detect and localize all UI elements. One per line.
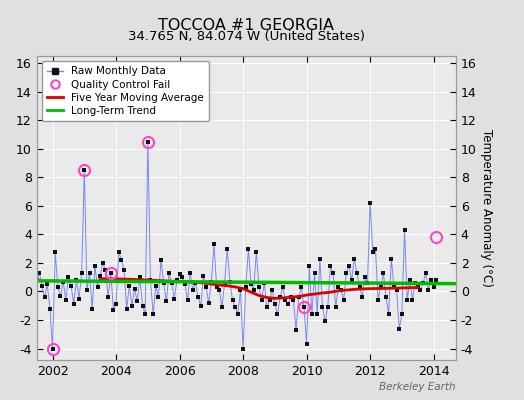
- Text: TOCCOA #1 GEORGIA: TOCCOA #1 GEORGIA: [158, 18, 334, 33]
- Legend: Raw Monthly Data, Quality Control Fail, Five Year Moving Average, Long-Term Tren: Raw Monthly Data, Quality Control Fail, …: [42, 61, 209, 121]
- Text: Berkeley Earth: Berkeley Earth: [379, 382, 456, 392]
- Y-axis label: Temperature Anomaly (°C): Temperature Anomaly (°C): [481, 129, 493, 287]
- Text: 34.765 N, 84.074 W (United States): 34.765 N, 84.074 W (United States): [128, 30, 365, 43]
